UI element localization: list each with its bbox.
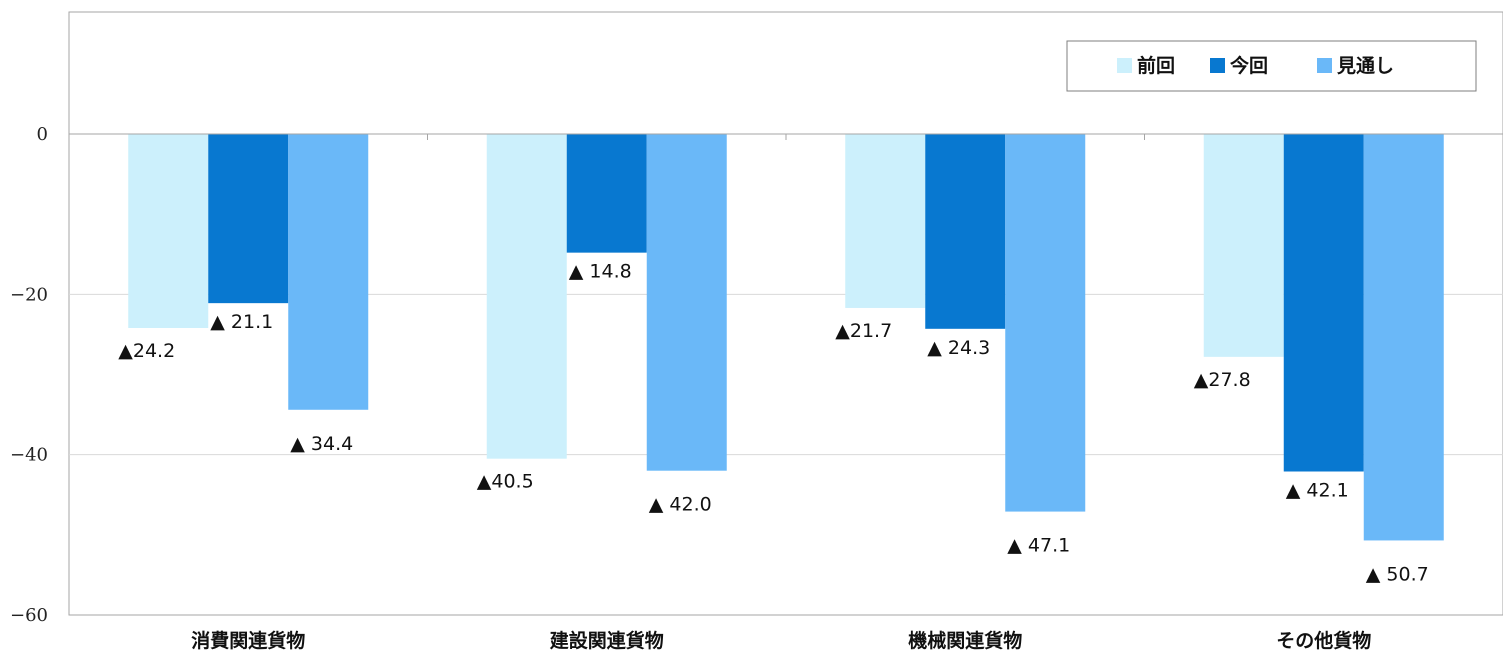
data-label: ▲ 42.0 (649, 494, 712, 516)
data-label: ▲ 24.3 (927, 337, 990, 359)
data-label: ▲40.5 (477, 471, 534, 493)
zero-axis (69, 133, 1503, 140)
y-axis-ticks: 0 −20 −40 −60 (10, 124, 48, 626)
data-label: ▲ 14.8 (569, 261, 632, 283)
bar-1-3 (845, 134, 926, 308)
x-category-label: その他貨物 (1276, 629, 1371, 652)
x-category-label: 機械関連貨物 (908, 629, 1022, 652)
y-tick-label: 0 (37, 124, 48, 145)
bar-2-4 (1283, 134, 1364, 472)
x-category-label: 建設関連貨物 (550, 629, 664, 652)
bar-3-2 (646, 134, 727, 471)
legend: 前回 今回 見通し (1066, 40, 1477, 92)
data-label: ▲24.2 (118, 340, 175, 362)
legend-swatch (1117, 58, 1132, 73)
bars (128, 134, 1444, 541)
data-label: ▲ 34.4 (290, 433, 353, 455)
y-tick-label: −20 (10, 284, 48, 305)
bar-2-3 (925, 134, 1006, 329)
bar-1-4 (1203, 134, 1284, 357)
y-tick-label: −60 (10, 605, 48, 626)
data-label: ▲ 21.1 (210, 311, 273, 333)
data-label: ▲ 47.1 (1007, 535, 1070, 557)
x-axis-categories: 消費関連貨物 建設関連貨物 機械関連貨物 その他貨物 (191, 629, 1371, 652)
bar-3-3 (1005, 134, 1086, 512)
data-label: ▲21.7 (835, 320, 892, 342)
data-label: ▲ 50.7 (1366, 563, 1429, 585)
data-label: ▲ 42.1 (1286, 480, 1349, 502)
bar-2-1 (208, 134, 289, 304)
legend-box (1066, 40, 1477, 92)
legend-swatch (1317, 58, 1332, 73)
legend-swatch (1210, 58, 1225, 73)
x-category-label: 消費関連貨物 (191, 629, 305, 652)
bar-2-2 (566, 134, 647, 253)
data-labels: ▲24.2 ▲40.5 ▲21.7 ▲27.8 ▲ 21.1 ▲ 14.8 ▲ 24.3 ▲ … (118, 261, 1428, 586)
bar-1-2 (486, 134, 567, 459)
bar-3-4 (1363, 134, 1444, 541)
legend-entry-label: 今回 (1229, 54, 1268, 77)
y-tick-label: −40 (10, 445, 48, 466)
bar-3-1 (288, 134, 369, 410)
legend-entry-label: 見通し (1337, 55, 1394, 77)
bar-1-1 (128, 134, 209, 329)
legend-entry-label: 前回 (1137, 54, 1175, 77)
data-label: ▲27.8 (1194, 369, 1251, 391)
